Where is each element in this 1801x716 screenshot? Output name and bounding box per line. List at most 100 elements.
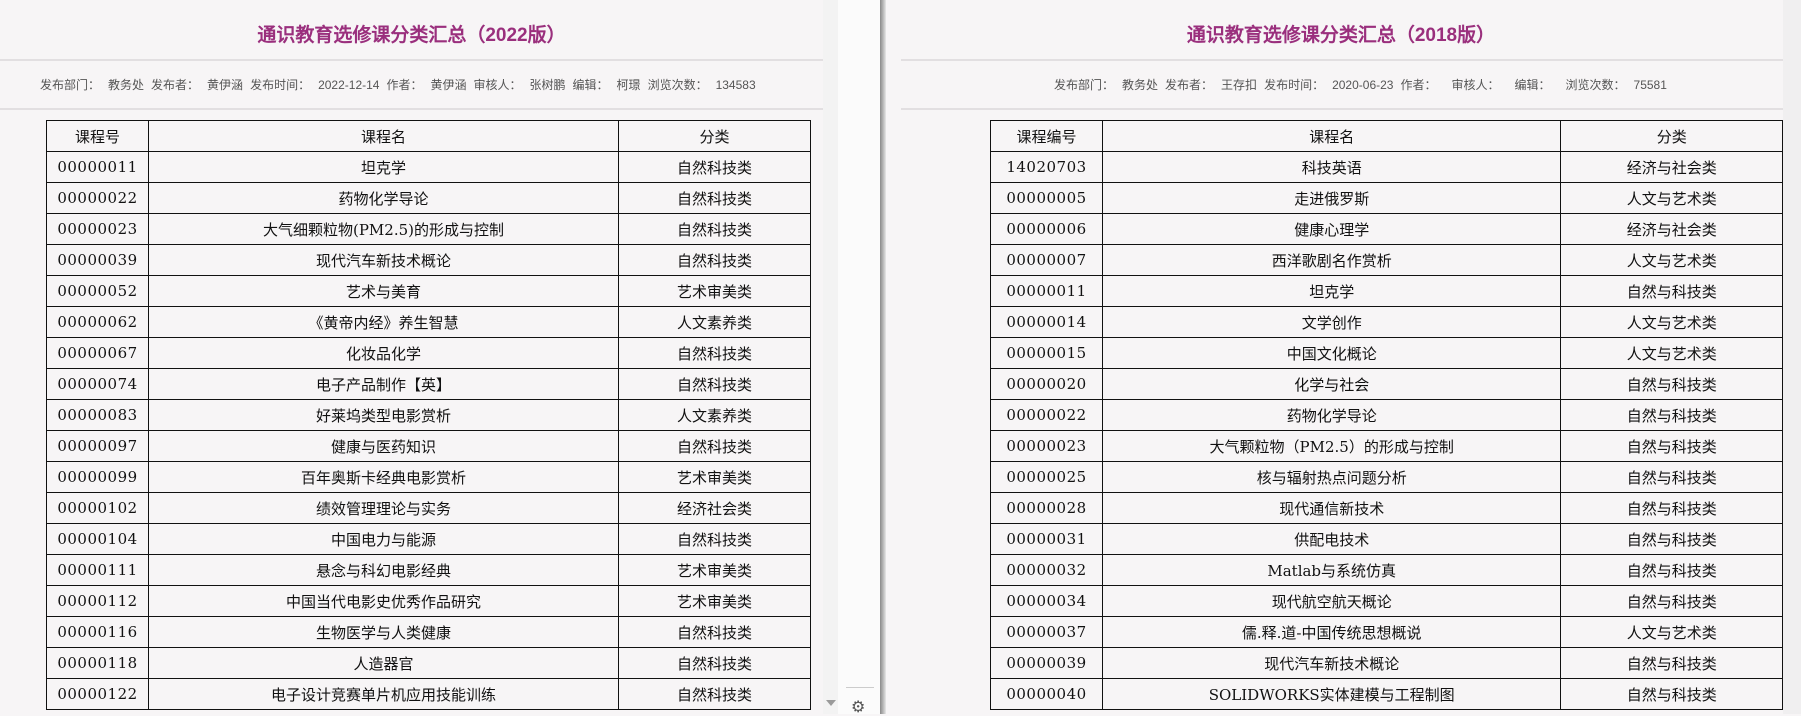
course-name-cell: 儒.释.道-中国传统思想概说 [1102,616,1562,648]
category-cell: 艺术审美类 [618,585,811,617]
table-row: 00000118 人造器官 自然科技类 [46,647,811,679]
gear-icon[interactable]: ⚙ [851,697,866,716]
page-title: 通识教育选修课分类汇总（2018版） [1186,25,1496,46]
course-code-cell: 00000122 [46,678,149,710]
course-name-cell: 中国当代电影史优秀作品研究 [148,585,619,617]
course-code-cell: 00000023 [46,213,149,245]
table-row: 00000104 中国电力与能源 自然科技类 [46,523,811,555]
category-cell: 人文与艺术类 [1560,306,1783,338]
meta-label: 发布者： [1165,78,1214,92]
course-name-cell: 生物医学与人类健康 [148,616,619,648]
category-cell: 艺术审美类 [618,275,811,307]
right-page-panel: 通识教育选修课分类汇总（2018版） 发布部门： 教务处 发布者： 王存扣 发布时间： 2… [886,0,1783,714]
meta-value: 柯璟 [616,78,641,92]
category-cell: 自然科技类 [618,647,811,679]
course-name-cell: 艺术与美育 [148,275,619,307]
category-cell: 自然科技类 [618,213,811,245]
table-row: 00000102 绩效管理理论与实务 经济社会类 [46,492,811,524]
separator [846,687,874,688]
category-cell: 自然与科技类 [1560,523,1783,555]
course-code-cell: 00000031 [989,523,1104,555]
category-cell: 自然与科技类 [1560,430,1783,462]
table-row: 00000011 坦克学 自然科技类 [46,151,811,183]
table-row: 00000099 百年奥斯卡经典电影赏析 艺术审美类 [46,461,811,493]
course-code-cell: 00000032 [989,554,1104,586]
meta-label: 发布者： [151,78,200,92]
course-name-cell: 药物化学导论 [1102,399,1562,431]
column-header-category: 分类 [618,120,811,152]
course-name-cell: 大气细颗粒物(PM2.5)的形成与控制 [148,213,619,245]
course-name-cell: 药物化学导论 [148,182,619,214]
course-code-cell: 00000097 [46,430,149,462]
meta-label: 编辑： [1514,78,1551,92]
course-code-cell: 00000118 [46,647,149,679]
table-row: 00000074 电子产品制作【英】 自然科技类 [46,368,811,400]
category-cell: 自然科技类 [618,182,811,214]
column-header-course-code: 课程号 [46,120,149,152]
table-row: 00000023 大气颗粒物（PM2.5）的形成与控制 自然与科技类 [989,430,1783,462]
table-row: 00000040 SOLIDWORKS实体建模与工程制图 自然与科技类 [989,678,1783,710]
category-cell: 自然与科技类 [1560,585,1783,617]
category-cell: 自然与科技类 [1560,461,1783,493]
course-code-cell: 00000083 [46,399,149,431]
course-code-cell: 00000112 [46,585,149,617]
scroll-down-arrow-icon[interactable] [826,700,836,706]
course-code-cell: 00000022 [989,399,1104,431]
course-code-cell: 00000116 [46,616,149,648]
table-row: 14020703 科技英语 经济与社会类 [989,151,1783,183]
category-cell: 自然与科技类 [1560,275,1783,307]
course-code-cell: 00000067 [46,337,149,369]
right-scrollbar[interactable] [1783,0,1801,714]
course-code-cell: 00000037 [989,616,1104,648]
table-row: 00000039 现代汽车新技术概论 自然与科技类 [989,647,1783,679]
course-code-cell: 00000007 [989,244,1104,276]
meta-label: 编辑： [572,78,609,92]
course-code-cell: 00000020 [989,368,1104,400]
table-row: 00000028 现代通信新技术 自然与科技类 [989,492,1783,524]
category-cell: 自然与科技类 [1560,368,1783,400]
course-table: 课程号 课程名 分类 00000011 坦克学 自然科技类 00000022 药物化学导… [46,120,811,710]
meta-label: 发布时间： [1264,78,1325,92]
course-name-cell: SOLIDWORKS实体建模与工程制图 [1102,678,1562,710]
table-row: 00000039 现代汽车新技术概论 自然科技类 [46,244,811,276]
column-header-course-name: 课程名 [1102,120,1562,152]
course-code-cell: 00000039 [46,244,149,276]
course-name-cell: 大气颗粒物（PM2.5）的形成与控制 [1102,430,1562,462]
left-page-panel: 通识教育选修课分类汇总（2022版） 发布部门： 教务处 发布者： 黄伊涵 发布时间： 2… [0,0,823,714]
course-name-cell: 健康心理学 [1102,213,1562,245]
meta-label: 发布部门： [40,78,101,92]
table-row: 00000112 中国当代电影史优秀作品研究 艺术审美类 [46,585,811,617]
course-code-cell: 00000011 [46,151,149,183]
course-code-cell: 00000028 [989,492,1104,524]
category-cell: 艺术审美类 [618,461,811,493]
course-code-cell: 00000005 [989,182,1104,214]
table-row: 00000052 艺术与美育 艺术审美类 [46,275,811,307]
course-code-cell: 00000023 [989,430,1104,462]
table-row: 00000097 健康与医药知识 自然科技类 [46,430,811,462]
column-header-course-name: 课程名 [148,120,619,152]
course-name-cell: 人造器官 [148,647,619,679]
course-name-cell: 核与辐射热点问题分析 [1102,461,1562,493]
course-name-cell: 现代航空航天概论 [1102,585,1562,617]
course-code-cell: 00000039 [989,647,1104,679]
table-row: 00000007 西洋歌剧名作赏析 人文与艺术类 [989,244,1783,276]
course-code-cell: 00000111 [46,554,149,586]
course-code-cell: 00000025 [989,461,1104,493]
course-name-cell: 坦克学 [1102,275,1562,307]
left-scrollbar[interactable] [823,0,838,714]
meta-label: 作者： [386,78,423,92]
meta-label: 发布部门： [1054,78,1115,92]
meta-value: 2022-12-14 [318,78,380,92]
category-cell: 自然科技类 [618,244,811,276]
course-name-cell: 绩效管理理论与实务 [148,492,619,524]
table-row: 00000022 药物化学导论 自然科技类 [46,182,811,214]
meta-value: 黄伊涵 [207,78,244,92]
course-code-cell: 00000006 [989,213,1104,245]
course-code-cell: 00000022 [46,182,149,214]
table-row: 00000014 文学创作 人文与艺术类 [989,306,1783,338]
meta-value: 教务处 [108,78,145,92]
meta-label: 发布时间： [250,78,311,92]
split-view-divider[interactable] [880,0,886,714]
course-name-cell: 现代汽车新技术概论 [1102,647,1562,679]
category-cell: 自然与科技类 [1560,554,1783,586]
